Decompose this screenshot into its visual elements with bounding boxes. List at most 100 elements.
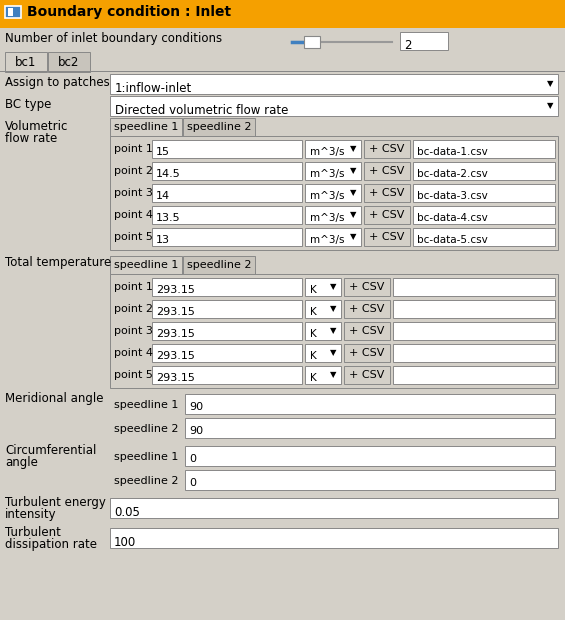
- Text: m^3/s: m^3/s: [310, 213, 345, 223]
- Bar: [110, 274, 558, 388]
- Text: point 2: point 2: [114, 166, 153, 176]
- Bar: [413, 206, 555, 224]
- Bar: [393, 322, 555, 340]
- Text: bc2: bc2: [58, 56, 80, 68]
- Bar: [152, 140, 302, 158]
- Bar: [110, 74, 558, 94]
- Text: K: K: [310, 285, 317, 295]
- Text: K: K: [310, 373, 317, 383]
- Bar: [364, 162, 410, 180]
- Text: 13: 13: [156, 235, 170, 245]
- Text: bc-data-5.csv: bc-data-5.csv: [417, 236, 488, 246]
- Bar: [110, 96, 558, 116]
- Text: 13.5: 13.5: [156, 213, 181, 223]
- Bar: [364, 184, 410, 202]
- Text: + CSV: + CSV: [349, 348, 385, 358]
- Bar: [152, 300, 302, 318]
- Text: 2: 2: [404, 39, 411, 52]
- Text: 293.15: 293.15: [156, 373, 195, 383]
- Text: bc1: bc1: [15, 56, 37, 68]
- Text: speedline 2: speedline 2: [114, 476, 179, 486]
- Text: Number of inlet boundary conditions: Number of inlet boundary conditions: [5, 32, 222, 45]
- Text: K: K: [310, 329, 317, 339]
- Text: intensity: intensity: [5, 508, 57, 521]
- Bar: [364, 228, 410, 246]
- Text: dissipation rate: dissipation rate: [5, 538, 97, 551]
- Bar: [344, 278, 390, 296]
- Text: + CSV: + CSV: [349, 370, 385, 380]
- Bar: [185, 446, 555, 466]
- Bar: [110, 498, 558, 518]
- Bar: [5, 52, 47, 72]
- Bar: [304, 36, 320, 48]
- Text: ▼: ▼: [547, 79, 553, 89]
- Text: 15: 15: [156, 147, 170, 157]
- Text: m^3/s: m^3/s: [310, 192, 345, 202]
- Bar: [344, 300, 390, 318]
- Bar: [152, 278, 302, 296]
- Bar: [393, 278, 555, 296]
- Text: point 1: point 1: [114, 282, 153, 292]
- Text: 293.15: 293.15: [156, 307, 195, 317]
- Bar: [413, 140, 555, 158]
- Text: speedline 1: speedline 1: [114, 400, 179, 410]
- Text: + CSV: + CSV: [370, 210, 405, 220]
- Bar: [110, 136, 558, 250]
- Text: ▼: ▼: [330, 283, 336, 291]
- Bar: [344, 322, 390, 340]
- Text: point 5: point 5: [114, 232, 153, 242]
- Bar: [8, 8, 13, 16]
- Text: Assign to patches: Assign to patches: [5, 76, 110, 89]
- Bar: [305, 162, 361, 180]
- Text: 90: 90: [189, 402, 203, 412]
- Bar: [413, 184, 555, 202]
- Bar: [152, 162, 302, 180]
- Text: speedline 1: speedline 1: [114, 122, 178, 132]
- Bar: [305, 228, 361, 246]
- Text: Turbulent: Turbulent: [5, 526, 61, 539]
- Text: point 3: point 3: [114, 188, 153, 198]
- Bar: [364, 140, 410, 158]
- Text: K: K: [310, 352, 317, 361]
- Text: + CSV: + CSV: [349, 326, 385, 336]
- Text: ▼: ▼: [330, 304, 336, 314]
- Text: 293.15: 293.15: [156, 329, 195, 339]
- Text: 0: 0: [189, 454, 196, 464]
- Text: m^3/s: m^3/s: [310, 169, 345, 179]
- Text: Total temperature: Total temperature: [5, 256, 111, 269]
- Bar: [48, 52, 90, 72]
- Text: angle: angle: [5, 456, 38, 469]
- Bar: [305, 300, 341, 318]
- Text: ▼: ▼: [330, 348, 336, 358]
- Text: ▼: ▼: [350, 232, 357, 242]
- Text: 0: 0: [189, 478, 196, 488]
- Text: 100: 100: [114, 536, 136, 549]
- Text: bc-data-2.csv: bc-data-2.csv: [417, 169, 488, 179]
- Text: ▼: ▼: [350, 144, 357, 154]
- Bar: [305, 206, 361, 224]
- Bar: [393, 300, 555, 318]
- Text: bc-data-1.csv: bc-data-1.csv: [417, 148, 488, 157]
- Text: speedline 2: speedline 2: [187, 260, 251, 270]
- Bar: [305, 366, 341, 384]
- Bar: [344, 366, 390, 384]
- Text: m^3/s: m^3/s: [310, 236, 345, 246]
- Text: speedline 2: speedline 2: [114, 424, 179, 434]
- Text: 90: 90: [189, 426, 203, 436]
- Text: speedline 2: speedline 2: [187, 122, 251, 132]
- Text: Meridional angle: Meridional angle: [5, 392, 103, 405]
- Bar: [152, 322, 302, 340]
- Text: ▼: ▼: [547, 102, 553, 110]
- Text: point 4: point 4: [114, 210, 153, 220]
- Text: 293.15: 293.15: [156, 285, 195, 295]
- Text: Circumferential: Circumferential: [5, 444, 97, 457]
- Bar: [0, 0, 565, 28]
- Text: 14.5: 14.5: [156, 169, 181, 179]
- Text: 293.15: 293.15: [156, 351, 195, 361]
- Text: bc-data-4.csv: bc-data-4.csv: [417, 213, 488, 223]
- Text: Directed volumetric flow rate: Directed volumetric flow rate: [115, 104, 288, 117]
- Text: ▼: ▼: [330, 327, 336, 335]
- Text: + CSV: + CSV: [370, 188, 405, 198]
- Text: + CSV: + CSV: [349, 282, 385, 292]
- Text: 1:inflow-inlet: 1:inflow-inlet: [115, 82, 192, 95]
